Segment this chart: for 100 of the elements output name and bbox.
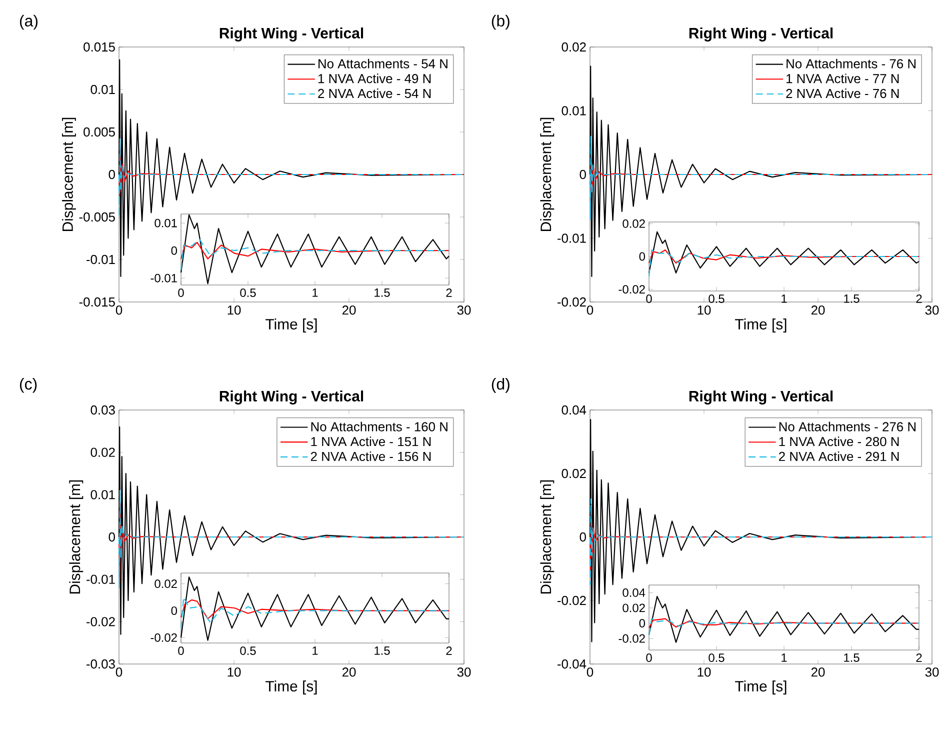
legend-label: 1 NVA Active - 280 N (779, 436, 899, 446)
line-series (180, 596, 450, 629)
legend-label: 1 NVA Active - 49 N (318, 74, 431, 84)
y-tick-label: 0.02 (154, 580, 177, 588)
y-tick-label: 0 (580, 170, 586, 180)
y-tick-label: -0.015 (79, 297, 115, 307)
x-tick-label: 1 (312, 288, 318, 297)
y-tick-label: 0.01 (154, 218, 177, 228)
x-tick-label: 2 (446, 646, 452, 655)
x-tick-label: 0.5 (240, 646, 256, 655)
x-tick-label: 0.5 (708, 654, 724, 662)
line-series (180, 242, 450, 260)
line-series (180, 576, 450, 641)
legend-label: No Attachments - 160 N (311, 422, 448, 432)
x-tick-label: 2 (446, 288, 452, 297)
text: (d) (492, 378, 510, 393)
x-tick-label: 1.5 (374, 646, 390, 655)
x-tick-label: 2 (916, 294, 922, 303)
x-tick-label: 1.5 (844, 294, 860, 303)
y-tick-label: 0.04 (622, 588, 646, 597)
x-tick-label: 0 (116, 306, 122, 315)
legend-label: 1 NVA Active - 77 N (786, 74, 899, 84)
y-tick-label: 0.01 (562, 106, 586, 116)
x-tick-label: 30 (925, 668, 939, 677)
y-tick-label: 0.03 (90, 405, 115, 415)
y-tick-label: 0.02 (622, 219, 645, 228)
y-tick-label: -0.01 (150, 274, 177, 282)
x-axis-title: Time [s] (266, 680, 317, 694)
x-tick-label: 20 (811, 306, 825, 315)
y-tick-label: 0.02 (90, 448, 115, 457)
legend-label: No Attachments - 276 N (779, 422, 916, 432)
legend-label: 2 NVA Active - 76 N (786, 88, 899, 98)
x-axis-title: Time [s] (735, 680, 786, 694)
text: (a) (20, 14, 38, 30)
legend-label: 1 NVA Active - 151 N (311, 436, 431, 446)
x-tick-label: 20 (811, 668, 825, 677)
chart-title: Right Wing - Vertical (689, 390, 833, 405)
line-series (180, 239, 450, 270)
x-tick-label: 20 (342, 306, 356, 315)
x-axis-title: Time [s] (735, 318, 786, 332)
y-tick-label: 0 (108, 170, 115, 180)
line-series (648, 618, 920, 636)
legend-label: 2 NVA Active - 156 N (310, 452, 431, 462)
y-tick-label: -0.01 (558, 234, 586, 243)
y-tick-label: 0 (108, 532, 115, 542)
legend-label: 2 NVA Active - 54 N (318, 88, 431, 98)
x-tick-label: 1.5 (374, 288, 390, 297)
chart-title: Right Wing - Vertical (220, 28, 364, 42)
legend-label: 2 NVA Active - 291 N (779, 452, 899, 462)
y-tick-label: 0 (639, 619, 646, 628)
x-tick-label: 0 (178, 646, 184, 655)
y-tick-label: -0.01 (86, 574, 115, 584)
x-tick-label: 0 (586, 306, 594, 315)
y-tick-label: -0.01 (86, 254, 115, 264)
y-axis-title: Displacement [m] (540, 480, 554, 594)
x-tick-label: 0 (646, 654, 652, 662)
chart-title: Right Wing - Vertical (689, 28, 833, 42)
x-tick-label: 0 (178, 288, 184, 297)
x-tick-label: 10 (698, 306, 711, 315)
line-series (589, 498, 933, 586)
x-tick-label: 0.5 (708, 294, 724, 303)
line-series (118, 490, 465, 588)
y-tick-label: -0.04 (558, 659, 586, 669)
y-axis-title: Displacement [m] (62, 118, 76, 231)
line-series (648, 249, 920, 264)
y-axis-title: Displacement [m] (540, 118, 554, 231)
y-tick-label: -0.02 (618, 285, 645, 294)
x-tick-label: 10 (228, 668, 241, 677)
x-tick-label: 2 (916, 654, 922, 662)
line-series (648, 596, 920, 643)
y-tick-label: -0.02 (618, 634, 645, 643)
text: (b) (492, 14, 510, 30)
y-tick-label: -0.02 (150, 633, 177, 642)
y-tick-label: -0.03 (86, 659, 115, 669)
y-tick-label: 0.015 (84, 42, 115, 52)
y-tick-label: -0.005 (79, 212, 115, 222)
y-tick-label: 0 (171, 606, 178, 615)
y-axis-title: Displacement [m] (69, 480, 84, 594)
x-tick-label: 0 (586, 668, 594, 677)
x-tick-label: 1 (312, 646, 318, 655)
x-tick-label: 30 (925, 306, 939, 315)
line-series (180, 214, 450, 284)
y-tick-label: -0.02 (86, 617, 115, 626)
line-series (118, 138, 465, 218)
x-tick-label: 0 (646, 294, 652, 303)
y-tick-label: 0.04 (562, 405, 586, 415)
chart-title: Right Wing - Vertical (220, 390, 364, 405)
legend-label: No Attachments - 76 N (786, 58, 916, 68)
legend-label: No Attachments - 54 N (318, 58, 448, 68)
y-tick-label: 0 (580, 532, 586, 542)
x-axis-title: Time [s] (266, 318, 317, 332)
y-tick-label: 0.02 (562, 42, 586, 52)
y-tick-label: 0 (639, 252, 646, 261)
x-tick-label: 10 (228, 306, 241, 315)
y-tick-label: 0.02 (622, 604, 645, 612)
y-tick-label: 0.02 (562, 468, 586, 478)
y-tick-label: -0.02 (558, 596, 586, 606)
line-series (648, 249, 920, 277)
y-tick-label: -0.02 (558, 297, 586, 307)
y-tick-label: 0.005 (84, 127, 115, 137)
